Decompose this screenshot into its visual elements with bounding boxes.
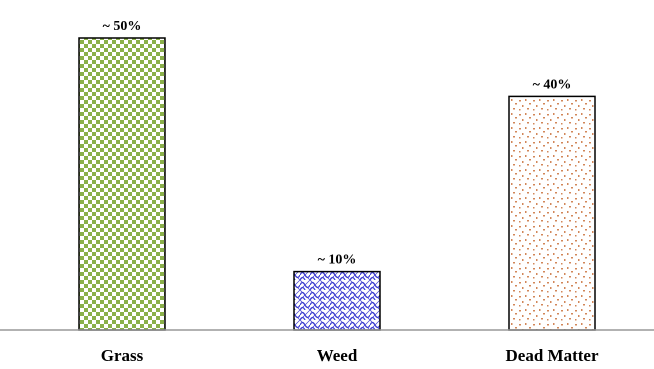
data-label-dead-matter: ~ 40% [533,77,572,92]
bars-group [78,37,596,331]
data-label-weed: ~ 10% [318,253,357,268]
bar-weed [293,270,381,331]
data-label-grass: ~ 50% [103,19,142,34]
x-tick-label-weed: Weed [317,346,358,365]
bar-dead-matter [508,95,596,331]
bar-grass [78,37,166,331]
x-tick-label-dead-matter: Dead Matter [506,346,599,365]
labels-group: ~ 50% Grass ~ 10% Weed ~ 40% Dead Matter [101,19,599,365]
x-tick-label-grass: Grass [101,346,144,365]
